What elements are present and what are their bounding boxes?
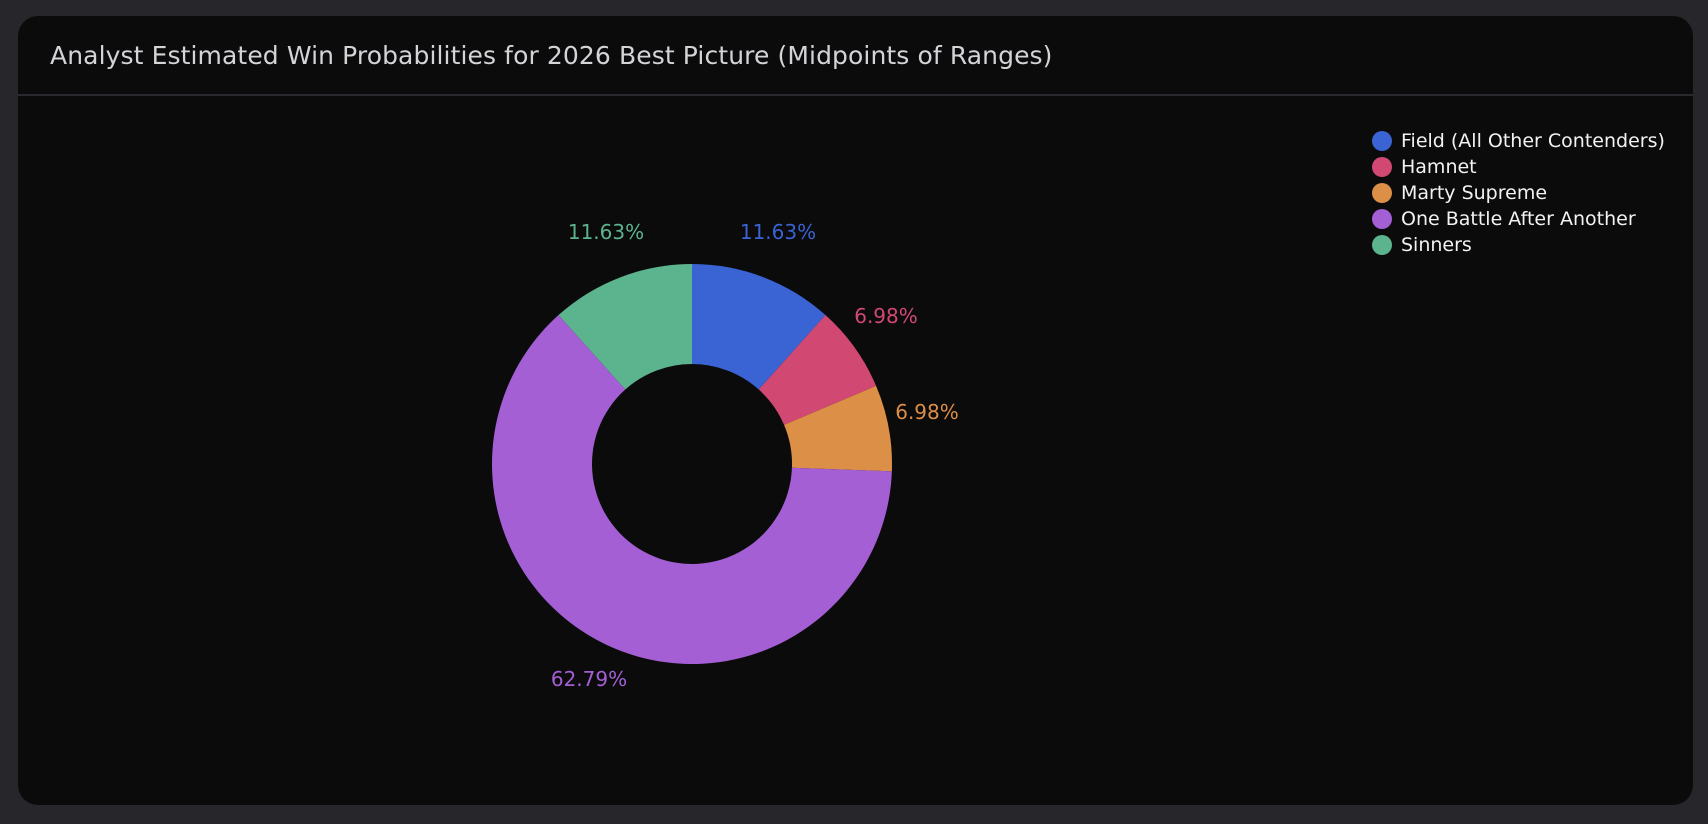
slice-field[interactable] bbox=[692, 264, 826, 390]
label-hamnet: 6.98% bbox=[854, 304, 918, 328]
chart-area: 11.63% 6.98% 6.98% 62.79% 11.63% bbox=[18, 96, 1693, 805]
chart-card: Analyst Estimated Win Probabilities for … bbox=[18, 16, 1693, 805]
legend-item-sinners[interactable]: Sinners bbox=[1372, 233, 1665, 257]
legend-dot-icon bbox=[1372, 131, 1392, 151]
chart-title: Analyst Estimated Win Probabilities for … bbox=[50, 40, 1053, 70]
legend: Field (All Other Contenders) Hamnet Mart… bbox=[1372, 129, 1665, 257]
slice-marty-supreme[interactable] bbox=[784, 385, 892, 472]
legend-dot-icon bbox=[1372, 157, 1392, 177]
legend-dot-icon bbox=[1372, 209, 1392, 229]
label-obaa: 62.79% bbox=[551, 667, 627, 691]
slice-sinners[interactable] bbox=[558, 264, 692, 390]
slice-one-battle-after-another[interactable] bbox=[492, 315, 892, 664]
chart-header: Analyst Estimated Win Probabilities for … bbox=[18, 16, 1693, 96]
legend-item-one-battle[interactable]: One Battle After Another bbox=[1372, 207, 1665, 231]
label-marty: 6.98% bbox=[895, 400, 959, 424]
donut-chart: 11.63% 6.98% 6.98% 62.79% 11.63% bbox=[492, 220, 959, 691]
legend-dot-icon bbox=[1372, 183, 1392, 203]
label-sinners: 11.63% bbox=[568, 220, 644, 244]
legend-item-hamnet[interactable]: Hamnet bbox=[1372, 155, 1665, 179]
label-field: 11.63% bbox=[740, 220, 816, 244]
legend-dot-icon bbox=[1372, 235, 1392, 255]
legend-item-field[interactable]: Field (All Other Contenders) bbox=[1372, 129, 1665, 153]
slice-hamnet[interactable] bbox=[758, 315, 877, 425]
legend-item-marty-supreme[interactable]: Marty Supreme bbox=[1372, 181, 1665, 205]
